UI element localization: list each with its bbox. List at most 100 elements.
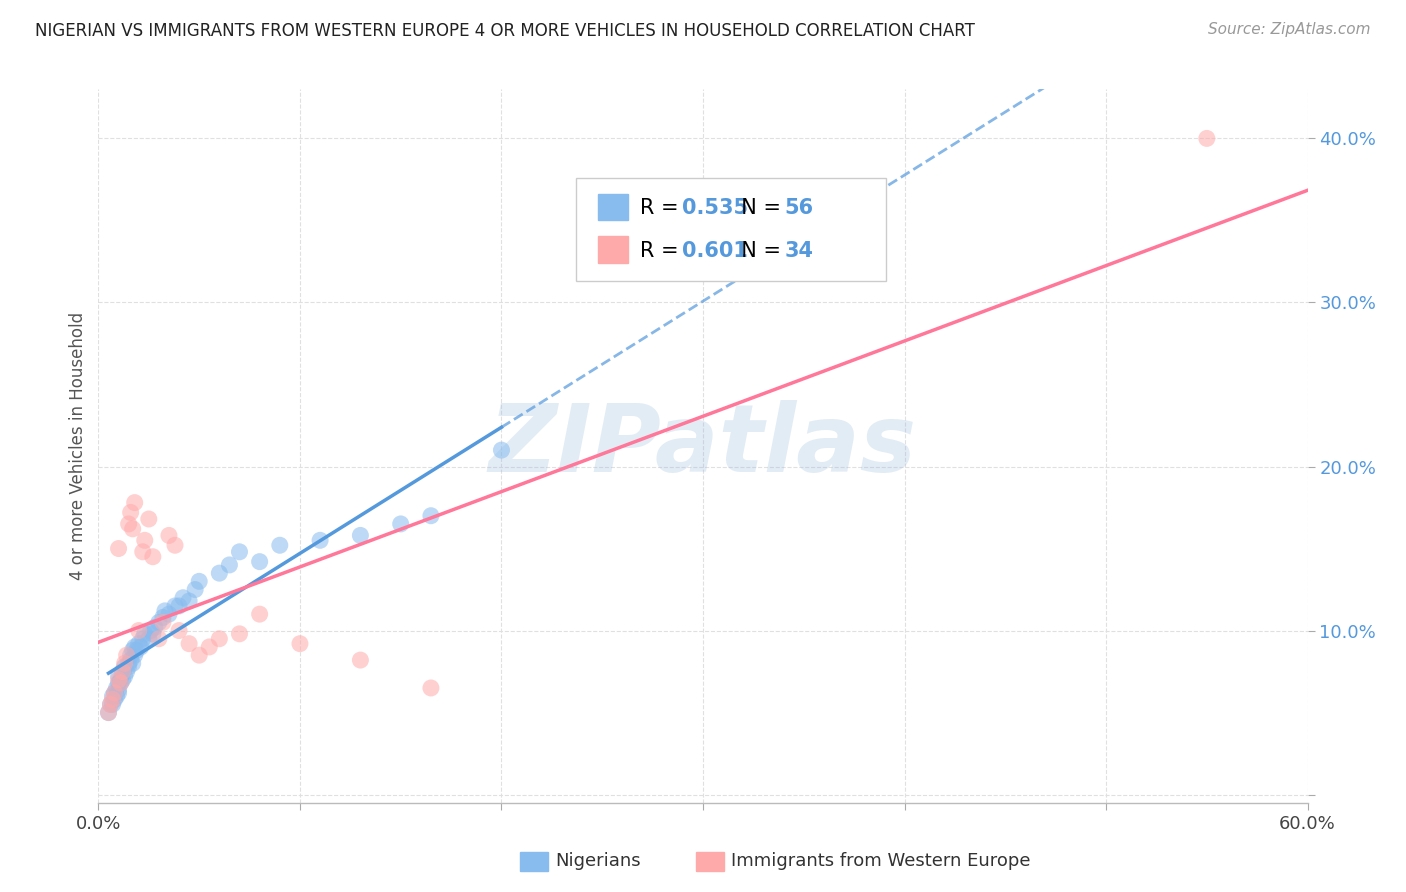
Point bbox=[118, 657, 141, 671]
Point bbox=[143, 620, 166, 634]
Point bbox=[110, 676, 132, 690]
Point bbox=[218, 558, 240, 572]
Point bbox=[128, 624, 150, 638]
Point bbox=[249, 607, 271, 622]
Point bbox=[107, 686, 129, 700]
Text: 0.535: 0.535 bbox=[682, 198, 748, 218]
Point bbox=[120, 505, 142, 519]
Point bbox=[111, 665, 134, 679]
Point bbox=[142, 627, 165, 641]
Text: N =: N = bbox=[728, 198, 787, 218]
Point bbox=[128, 637, 150, 651]
Point bbox=[152, 615, 174, 630]
Point bbox=[114, 657, 136, 671]
Point bbox=[105, 689, 128, 703]
Point bbox=[103, 686, 125, 700]
Point bbox=[249, 555, 271, 569]
Text: Immigrants from Western Europe: Immigrants from Western Europe bbox=[731, 852, 1031, 870]
Point bbox=[157, 607, 180, 622]
Point bbox=[114, 669, 136, 683]
Point bbox=[349, 653, 371, 667]
Point bbox=[148, 632, 170, 646]
Text: 56: 56 bbox=[785, 198, 814, 218]
Point bbox=[179, 594, 201, 608]
Text: R =: R = bbox=[640, 198, 685, 218]
Point bbox=[132, 632, 155, 646]
Point bbox=[103, 692, 125, 706]
Point bbox=[228, 545, 250, 559]
Point bbox=[124, 495, 146, 509]
Point bbox=[101, 698, 124, 712]
Point bbox=[172, 591, 194, 605]
Point bbox=[103, 686, 125, 700]
Point bbox=[107, 673, 129, 687]
Point bbox=[107, 669, 129, 683]
Point bbox=[148, 615, 170, 630]
Point bbox=[138, 632, 160, 646]
Point bbox=[309, 533, 332, 548]
Point bbox=[142, 549, 165, 564]
Point bbox=[107, 541, 129, 556]
Text: NIGERIAN VS IMMIGRANTS FROM WESTERN EUROPE 4 OR MORE VEHICLES IN HOUSEHOLD CORRE: NIGERIAN VS IMMIGRANTS FROM WESTERN EURO… bbox=[35, 22, 974, 40]
Point bbox=[167, 599, 190, 613]
Point bbox=[163, 599, 186, 613]
Point bbox=[491, 443, 513, 458]
Point bbox=[198, 640, 221, 654]
Point bbox=[124, 648, 146, 662]
Point bbox=[420, 508, 443, 523]
Text: Source: ZipAtlas.com: Source: ZipAtlas.com bbox=[1208, 22, 1371, 37]
Point bbox=[138, 512, 160, 526]
Point bbox=[114, 659, 136, 673]
Point bbox=[101, 689, 124, 703]
Text: Nigerians: Nigerians bbox=[555, 852, 641, 870]
Point bbox=[420, 681, 443, 695]
Point bbox=[349, 528, 371, 542]
Point bbox=[208, 566, 231, 581]
Point bbox=[134, 533, 156, 548]
Point bbox=[101, 692, 124, 706]
Point bbox=[129, 640, 152, 654]
Text: 34: 34 bbox=[785, 241, 814, 260]
Point bbox=[105, 681, 128, 695]
Point bbox=[153, 604, 176, 618]
Point bbox=[121, 522, 143, 536]
Text: N =: N = bbox=[728, 241, 787, 260]
Point bbox=[120, 648, 142, 662]
Point bbox=[97, 706, 120, 720]
Point bbox=[120, 653, 142, 667]
Point bbox=[100, 698, 122, 712]
Text: ZIPatlas: ZIPatlas bbox=[489, 400, 917, 492]
Point bbox=[288, 637, 311, 651]
Point bbox=[118, 659, 141, 673]
Point bbox=[115, 648, 138, 662]
Point bbox=[107, 676, 129, 690]
Point bbox=[389, 516, 412, 531]
Point bbox=[118, 516, 141, 531]
Text: R =: R = bbox=[640, 241, 685, 260]
Point bbox=[208, 632, 231, 646]
Point bbox=[163, 538, 186, 552]
Point bbox=[228, 627, 250, 641]
Text: 0.601: 0.601 bbox=[682, 241, 748, 260]
Point bbox=[115, 665, 138, 679]
Point bbox=[157, 528, 180, 542]
Point bbox=[167, 624, 190, 638]
Point bbox=[132, 545, 155, 559]
Point bbox=[107, 682, 129, 697]
Point bbox=[110, 676, 132, 690]
Point bbox=[111, 673, 134, 687]
Point bbox=[188, 574, 211, 589]
Point bbox=[124, 640, 146, 654]
Point bbox=[139, 624, 162, 638]
Point bbox=[121, 657, 143, 671]
Point bbox=[121, 643, 143, 657]
Point bbox=[152, 610, 174, 624]
Point bbox=[110, 673, 132, 687]
Point bbox=[184, 582, 207, 597]
Point bbox=[111, 665, 134, 679]
Point bbox=[188, 648, 211, 662]
Point bbox=[1195, 131, 1218, 145]
Point bbox=[134, 627, 156, 641]
Point bbox=[100, 698, 122, 712]
Point bbox=[125, 643, 148, 657]
